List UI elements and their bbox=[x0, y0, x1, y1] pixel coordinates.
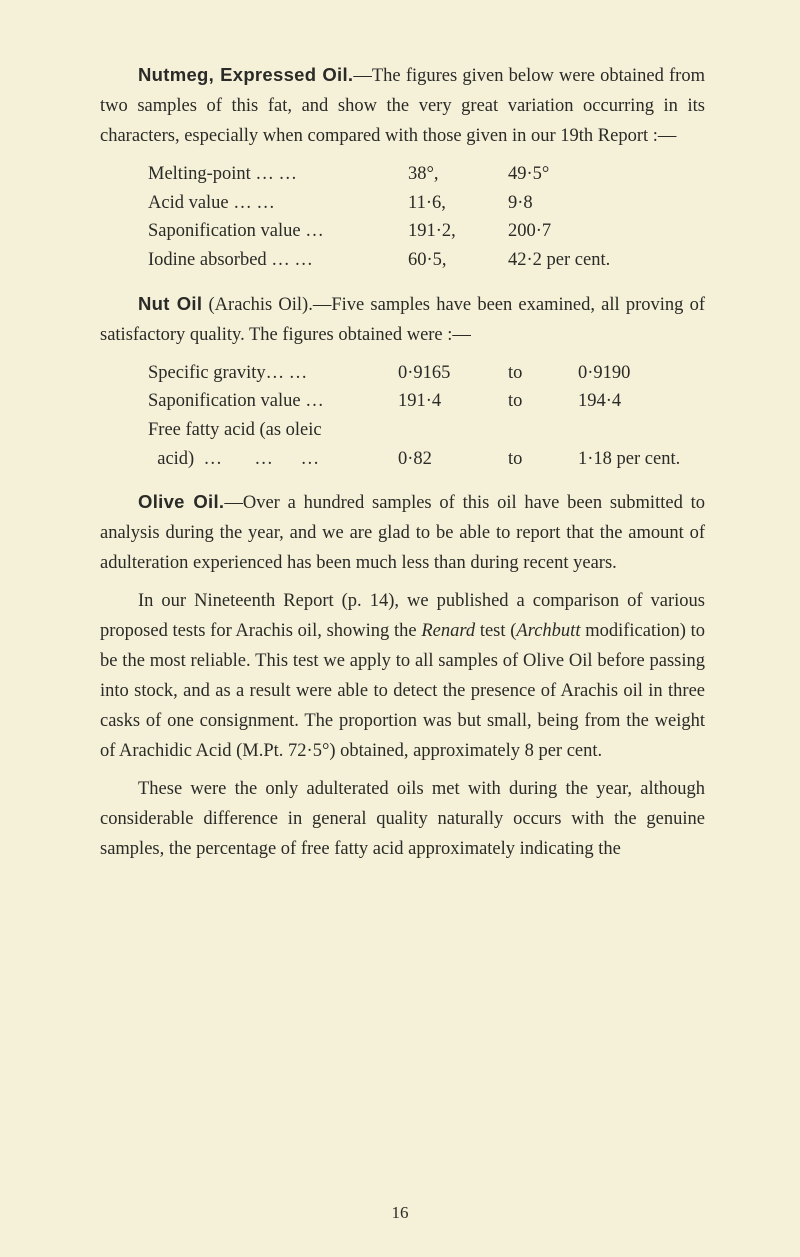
olive-p2: In our Nineteenth Report (p. 14), we pub… bbox=[100, 587, 705, 767]
olive-p2c: modification) to be the most reliable. T… bbox=[100, 621, 705, 761]
row-col1: 60·5, bbox=[408, 246, 508, 275]
row-c2: to bbox=[508, 359, 578, 388]
row-label: Saponification value … bbox=[148, 387, 398, 416]
olive-p2-i2: Archbutt bbox=[516, 621, 580, 641]
row-label: Free fatty acid (as oleic bbox=[148, 416, 398, 445]
olive-p2-i1: Renard bbox=[421, 621, 475, 641]
row-col2: 42·2 per cent. bbox=[508, 246, 728, 275]
nutmeg-row-3: Saponification value … 191·2, 200·7 bbox=[148, 217, 705, 246]
nutmeg-row-1: Melting-point … … 38°, 49·5° bbox=[148, 160, 705, 189]
row-c3: 0·9190 bbox=[578, 359, 728, 388]
row-label: Melting-point … … bbox=[148, 160, 408, 189]
nutoil-row-1: Specific gravity… … 0·9165 to 0·9190 bbox=[148, 359, 705, 388]
row-c3: 194·4 bbox=[578, 387, 728, 416]
page-number: 16 bbox=[0, 1199, 800, 1227]
row-col1: 11·6, bbox=[408, 189, 508, 218]
row-c3 bbox=[578, 416, 728, 445]
row-c1: 191·4 bbox=[398, 387, 508, 416]
row-label: Saponification value … bbox=[148, 217, 408, 246]
row-c1 bbox=[398, 416, 508, 445]
nutoil-intro-para: Nut Oil (Arachis Oil).—Five samples have… bbox=[100, 289, 705, 351]
nutmeg-row-2: Acid value … … 11·6, 9·8 bbox=[148, 189, 705, 218]
olive-p3-text: These were the only adulterated oils met… bbox=[100, 779, 705, 859]
olive-p1: Olive Oil.—Over a hundred samples of thi… bbox=[100, 487, 705, 579]
row-label: Acid value … … bbox=[148, 189, 408, 218]
row-col1: 38°, bbox=[408, 160, 508, 189]
row-c2: to bbox=[508, 445, 578, 474]
row-col2: 200·7 bbox=[508, 217, 728, 246]
row-c1: 0·82 bbox=[398, 445, 508, 474]
nutoil-heading: Nut Oil bbox=[138, 293, 202, 314]
row-col1: 191·2, bbox=[408, 217, 508, 246]
row-label: Specific gravity… … bbox=[148, 359, 398, 388]
row-label: Iodine absorbed … … bbox=[148, 246, 408, 275]
row-col2: 49·5° bbox=[508, 160, 728, 189]
nutoil-row-3: Free fatty acid (as oleic bbox=[148, 416, 705, 445]
nutoil-row-4: acid) … … … 0·82 to 1·18 per cent. bbox=[148, 445, 705, 474]
olive-p3: These were the only adulterated oils met… bbox=[100, 775, 705, 865]
row-c3: 1·18 per cent. bbox=[578, 445, 728, 474]
row-c1: 0·9165 bbox=[398, 359, 508, 388]
nutmeg-heading: Nutmeg, Expressed Oil. bbox=[138, 64, 353, 85]
row-col2: 9·8 bbox=[508, 189, 728, 218]
row-label: acid) … … … bbox=[148, 445, 398, 474]
nutoil-row-2: Saponification value … 191·4 to 194·4 bbox=[148, 387, 705, 416]
olive-p2b: test ( bbox=[475, 621, 516, 641]
row-c2 bbox=[508, 416, 578, 445]
row-c2: to bbox=[508, 387, 578, 416]
olive-heading: Olive Oil. bbox=[138, 491, 224, 512]
page: Nutmeg, Expressed Oil.—The figures given… bbox=[0, 0, 800, 1257]
nutmeg-intro-para: Nutmeg, Expressed Oil.—The figures given… bbox=[100, 60, 705, 152]
nutmeg-row-4: Iodine absorbed … … 60·5, 42·2 per cent. bbox=[148, 246, 705, 275]
